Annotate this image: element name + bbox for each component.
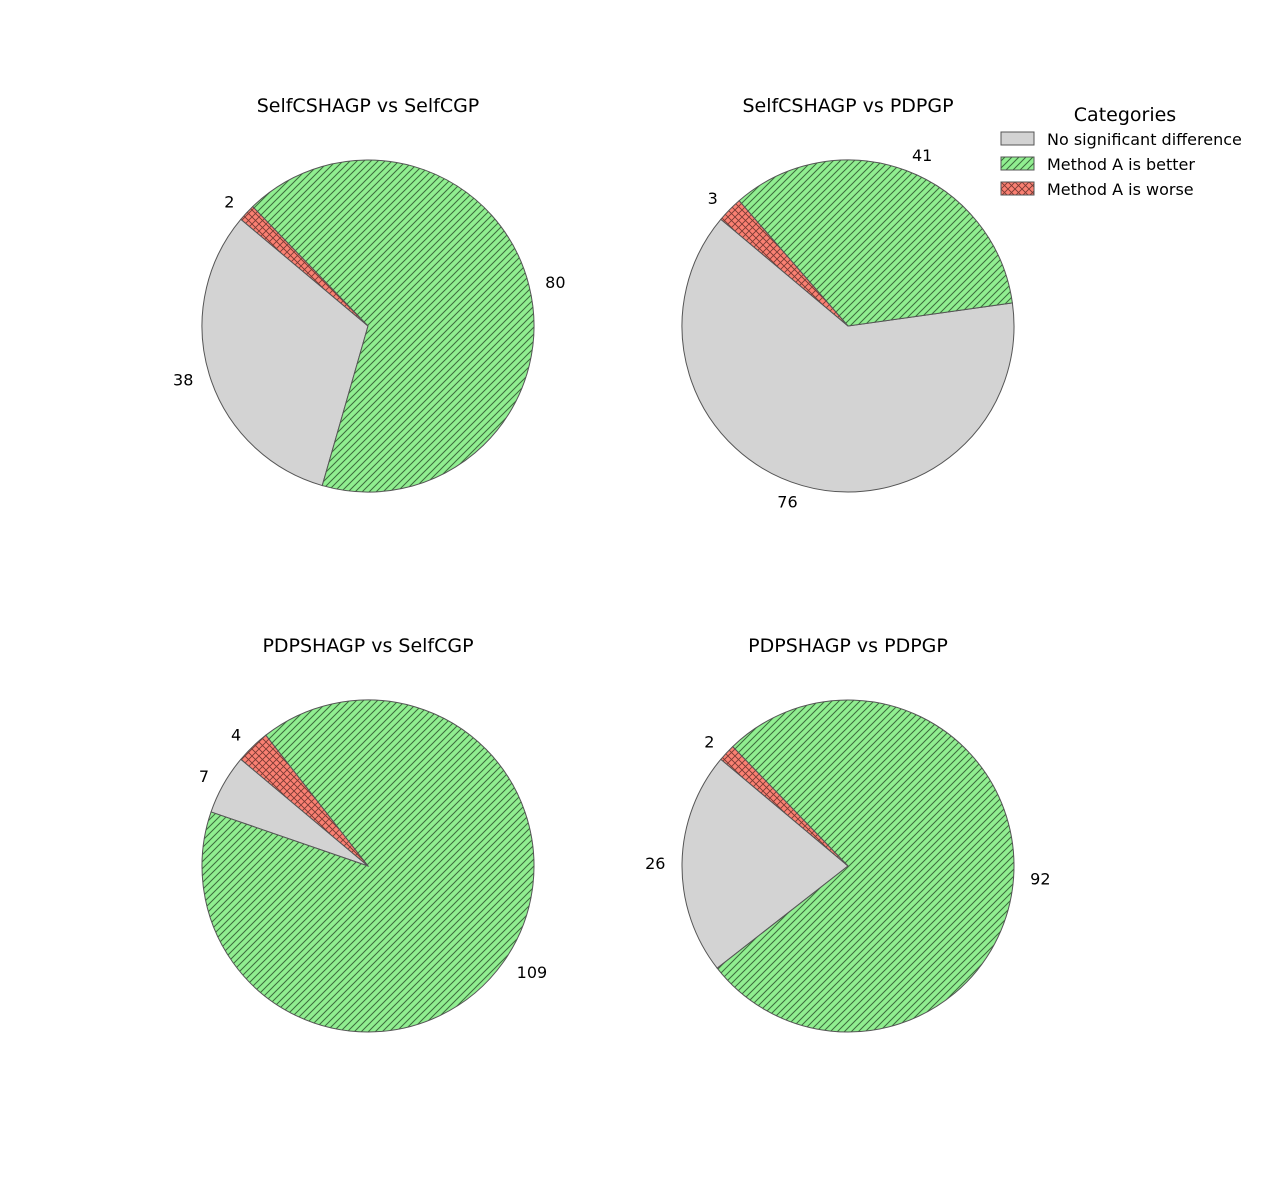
wedge-label: 26 — [645, 854, 665, 873]
pie-wedge-method-a-better — [251, 159, 535, 493]
pie-chart-4: PDPSHAGP vs PDPGP 26 92 2 — [645, 635, 1051, 1033]
pie-title: SelfCSHAGP vs SelfCGP — [257, 95, 480, 117]
pie-wedge-method-a-worse — [720, 745, 849, 867]
legend-label: No significant difference — [1047, 130, 1242, 149]
pie-wedge-no-significant-difference — [681, 758, 849, 969]
wedge-label: 2 — [224, 192, 234, 211]
wedge-label: 38 — [173, 370, 193, 389]
legend-label: Method A is worse — [1047, 180, 1194, 199]
pie-chart-3: PDPSHAGP vs SelfCGP 7 109 4 — [199, 635, 548, 1033]
pie-title: PDPSHAGP vs PDPGP — [748, 635, 948, 657]
legend-swatch — [1000, 156, 1035, 171]
wedge-label: 80 — [545, 273, 565, 292]
pie-wedge-method-a-worse — [720, 200, 849, 327]
wedge-label: 7 — [199, 767, 209, 786]
wedge-label: 2 — [704, 732, 714, 751]
pie-wedge-method-a-better — [716, 699, 1015, 1033]
pie-wedge-no-significant-difference — [201, 218, 369, 487]
wedge-label: 109 — [517, 963, 548, 982]
pie-chart-1: SelfCSHAGP vs SelfCGP 38 80 2 — [173, 95, 566, 493]
wedge-label: 4 — [231, 726, 241, 745]
pie-wedge-method-a-worse — [240, 734, 369, 867]
legend-label: Method A is better — [1047, 155, 1195, 174]
wedge-label: 76 — [777, 493, 797, 512]
wedge-label: 41 — [912, 146, 932, 165]
legend-item-method-a-worse: Method A is worse — [1000, 180, 1194, 199]
legend-item-no-significant-difference: No significant difference — [1000, 130, 1242, 149]
pie-title: SelfCSHAGP vs PDPGP — [742, 95, 953, 117]
wedge-label: 3 — [708, 189, 718, 208]
legend: Categories No significant difference Meth… — [1000, 104, 1242, 199]
legend-swatch — [1000, 181, 1035, 196]
wedge-label: 92 — [1030, 870, 1050, 889]
legend-item-method-a-better: Method A is better — [1000, 155, 1195, 174]
legend-title: Categories — [1074, 104, 1176, 126]
pie-wedge-method-a-worse — [240, 205, 369, 327]
legend-swatch — [1000, 131, 1035, 146]
pie-chart-2: SelfCSHAGP vs PDPGP 76 41 3 — [681, 95, 1015, 512]
pie-title: PDPSHAGP vs SelfCGP — [262, 635, 473, 657]
pie-wedge-no-significant-difference — [681, 218, 1015, 493]
pie-wedge-method-a-better — [738, 159, 1013, 327]
